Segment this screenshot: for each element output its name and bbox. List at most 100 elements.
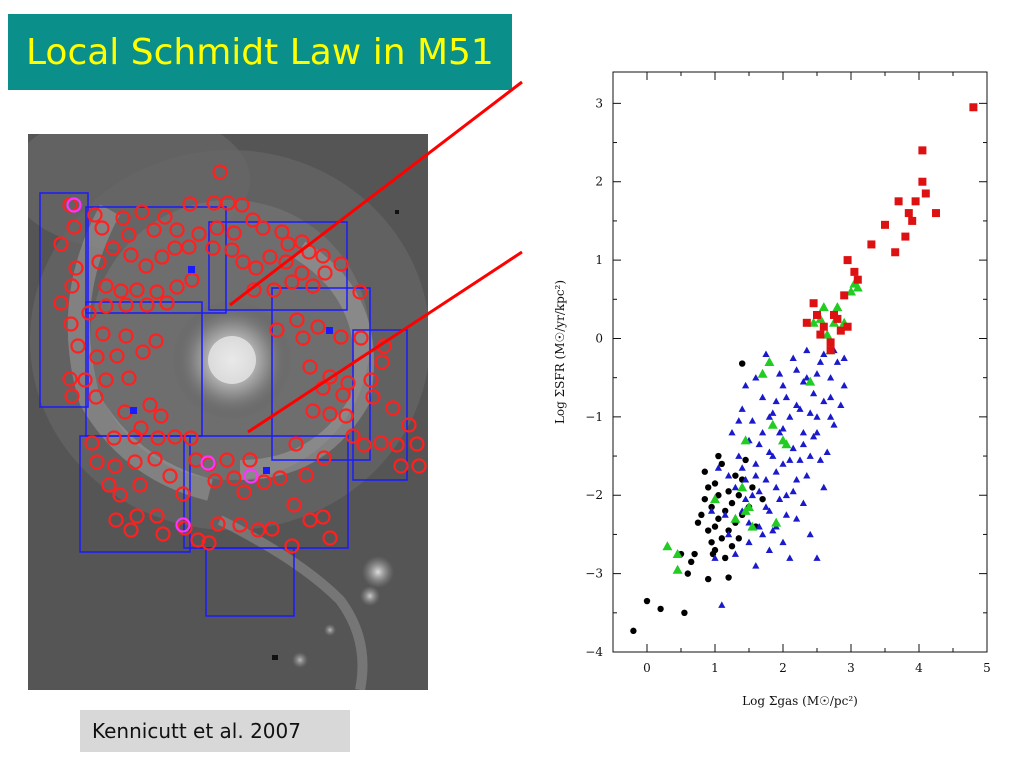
data-point-triangle xyxy=(765,448,773,456)
aperture-circle xyxy=(129,282,145,298)
data-point-square xyxy=(901,232,910,241)
aperture-circle xyxy=(94,220,110,236)
data-point-triangle xyxy=(762,475,770,483)
aperture-circle xyxy=(212,164,228,180)
x-tick-label: 1 xyxy=(711,661,719,675)
aperture-circle xyxy=(284,274,300,290)
data-point-triangle xyxy=(738,464,746,471)
data-point-triangle xyxy=(789,487,797,495)
aperture-circle xyxy=(302,359,318,375)
data-point-circle xyxy=(735,492,742,499)
aperture-circle xyxy=(77,372,93,388)
data-point-square xyxy=(816,330,825,339)
data-point-triangle xyxy=(742,475,750,483)
data-point-triangle xyxy=(742,381,750,389)
data-point-triangle xyxy=(799,377,807,385)
data-point-triangle xyxy=(813,554,821,561)
data-point-square xyxy=(918,177,927,186)
data-point-circle xyxy=(708,503,715,511)
aperture-circle xyxy=(333,256,349,272)
aperture-circle xyxy=(63,316,79,332)
aperture-circle xyxy=(53,295,69,311)
aperture-circle xyxy=(138,258,154,274)
data-point-triangle xyxy=(769,452,777,459)
data-point-square xyxy=(813,310,821,319)
x-tick-label: 4 xyxy=(915,661,923,675)
data-point-circle xyxy=(711,546,719,554)
aperture-circle xyxy=(53,236,69,252)
data-point-triangle xyxy=(840,381,848,389)
aperture-circle xyxy=(190,532,206,548)
data-point-triangle xyxy=(776,370,784,377)
aperture-circle xyxy=(118,328,134,344)
aperture-circle xyxy=(322,530,338,546)
data-point-triangle xyxy=(731,483,739,491)
data-point-triangle xyxy=(810,389,818,397)
data-point-square xyxy=(840,291,849,300)
y-tick-label: −2 xyxy=(585,488,603,502)
data-point-circle xyxy=(718,460,725,468)
aperture-circle xyxy=(159,295,175,311)
aperture-circle xyxy=(294,265,310,281)
data-point-circle xyxy=(722,507,729,515)
aperture-circle xyxy=(256,474,272,490)
aperture-circle xyxy=(235,254,251,270)
data-point-circle xyxy=(742,456,749,464)
pointer-lines xyxy=(229,80,523,434)
data-point-triangle xyxy=(708,507,716,514)
aperture-circle xyxy=(274,224,290,240)
data-point-triangle xyxy=(755,522,763,530)
data-point-triangle xyxy=(840,354,848,361)
aperture-circle xyxy=(356,437,372,453)
aperture-circle xyxy=(127,429,143,445)
aperture-circle xyxy=(242,452,258,468)
data-point-triangle xyxy=(799,428,807,436)
data-point-triangle xyxy=(803,346,811,354)
aperture-circle xyxy=(191,226,207,242)
aperture-circle xyxy=(205,240,221,256)
data-point-triangle xyxy=(662,541,673,551)
aperture-circle xyxy=(105,240,121,256)
data-point-triangle xyxy=(725,530,733,538)
aperture-circle xyxy=(322,406,338,422)
data-point-triangle xyxy=(769,526,777,534)
data-point-circle xyxy=(698,511,705,519)
aperture-circle xyxy=(389,437,405,453)
data-point-circle xyxy=(701,495,708,503)
aperture-circle xyxy=(89,349,105,365)
data-point-triangle xyxy=(735,417,743,424)
data-point-triangle xyxy=(793,475,801,483)
aperture-circle xyxy=(157,209,173,225)
data-point-triangle xyxy=(782,511,790,518)
data-point-circle xyxy=(732,472,739,479)
aperture-circle xyxy=(139,297,155,313)
aperture-circle xyxy=(184,272,200,288)
data-point-circle xyxy=(705,484,712,491)
data-point-triangle xyxy=(806,452,814,459)
aperture-circle xyxy=(121,227,137,243)
aperture-circle xyxy=(62,197,78,213)
data-point-triangle xyxy=(793,401,801,408)
aperture-circle xyxy=(123,522,139,538)
data-point-triangle xyxy=(813,370,821,377)
data-point-triangle xyxy=(782,491,790,499)
data-point-circle xyxy=(759,495,766,503)
aperture-circle xyxy=(106,430,122,446)
aperture-circle xyxy=(363,372,379,388)
aperture-circle xyxy=(226,470,242,486)
aperture-circle xyxy=(107,458,123,474)
data-point-triangle xyxy=(740,435,751,445)
data-point-triangle xyxy=(833,358,841,365)
data-point-triangle xyxy=(718,601,726,608)
data-point-square xyxy=(918,146,927,155)
data-point-triangle xyxy=(745,519,753,526)
aperture-circle xyxy=(162,468,178,484)
aperture-circle xyxy=(123,247,139,263)
aperture-circle xyxy=(91,254,107,270)
data-point-square xyxy=(911,197,920,206)
data-point-square xyxy=(843,322,852,331)
data-point-triangle xyxy=(721,511,729,518)
aperture-circle xyxy=(109,348,125,364)
data-point-triangle xyxy=(752,472,760,479)
data-point-triangle xyxy=(837,401,845,408)
